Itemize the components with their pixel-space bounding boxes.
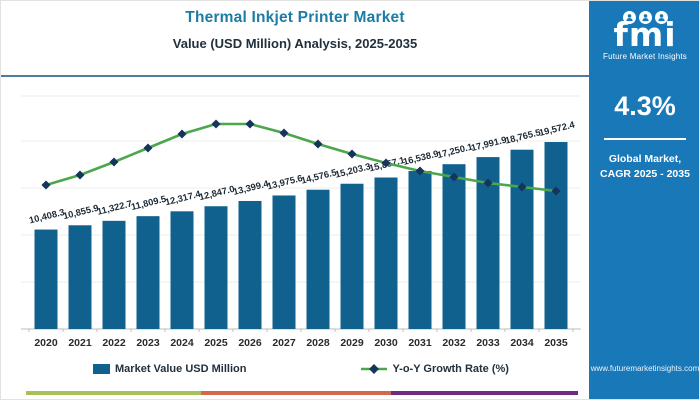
growth-line-marker-2024	[177, 129, 187, 139]
bar-2025	[204, 206, 228, 329]
bar-swatch-icon	[93, 364, 111, 374]
bar-value-label-2032: 17,250.1	[436, 142, 474, 160]
x-axis-label-2028: 2028	[306, 337, 330, 349]
x-axis-label-2024: 2024	[170, 337, 194, 349]
x-axis-label-2022: 2022	[102, 337, 126, 349]
header-divider-line	[1, 75, 589, 77]
chart-title: Thermal Inkjet Printer Market	[185, 9, 405, 26]
x-axis-label-2027: 2027	[272, 337, 296, 349]
bar-2033	[476, 157, 500, 329]
bar-2028	[306, 189, 330, 329]
bar-2024	[170, 211, 194, 329]
legend-label-growth-rate: Y-o-Y Growth Rate (%)	[392, 363, 509, 375]
logo-people-icons	[589, 11, 699, 24]
legend-label-market-value: Market Value USD Million	[115, 363, 247, 375]
x-axis-label-2031: 2031	[408, 337, 432, 349]
footer-color-strip	[26, 391, 578, 395]
logo-person-icon	[622, 11, 636, 24]
bar-2020	[34, 229, 58, 329]
x-axis-label-2033: 2033	[476, 337, 500, 349]
bar-2022	[102, 220, 126, 329]
x-axis-label-2035: 2035	[544, 337, 568, 349]
strip-segment	[26, 391, 201, 395]
bar-value-label-2024: 12,317.4	[164, 189, 202, 208]
x-axis-label-2032: 2032	[442, 337, 466, 349]
strip-segment	[201, 391, 391, 395]
bar-value-label-2020: 10,408.3	[28, 207, 66, 225]
bar-value-label-2022: 11,322.7	[96, 198, 133, 216]
fmi-wordmark: fmi	[613, 15, 677, 54]
bar-2023	[136, 216, 160, 329]
bar-value-label-2035: 19,572.4	[538, 119, 576, 138]
bar-2034	[510, 149, 534, 329]
line-swatch-icon	[361, 364, 388, 374]
x-axis-label-2034: 2034	[510, 337, 534, 349]
x-axis-label-2030: 2030	[374, 337, 398, 349]
fmi-caption: Future Market Insights	[603, 52, 687, 61]
strip-segment	[391, 391, 578, 395]
bar-2035	[544, 142, 568, 329]
cagr-caption-line2: CAGR 2025 - 2035	[600, 168, 690, 180]
yoy-growth-line	[44, 122, 558, 193]
logo-person-icon	[638, 11, 652, 24]
legend-item-market-value: Market Value USD Million	[93, 363, 246, 375]
bar-2029	[340, 183, 364, 329]
bar-value-label-2021: 10,855.9	[62, 203, 100, 221]
chart-subtitle: Value (USD Million) Analysis, 2025-2035	[172, 36, 418, 51]
bar-2032	[442, 164, 466, 329]
header: Thermal Inkjet Printer Market Value (USD…	[1, 1, 589, 51]
bar-2030	[374, 177, 398, 329]
growth-line-marker-2029	[347, 149, 357, 159]
bar-value-label-2025: 12,847.0	[198, 184, 236, 202]
website-url: www.futuremarketinsights.com	[590, 364, 700, 373]
growth-line-marker-2027	[279, 128, 289, 138]
bar-2026	[238, 200, 262, 329]
growth-line-marker-2026	[245, 119, 255, 129]
x-axis-label-2021: 2021	[68, 337, 92, 349]
bar-value-label-2027: 13,975.6	[266, 173, 304, 191]
x-axis-label-2023: 2023	[136, 337, 160, 349]
bar-value-label-2026: 13,399.4	[232, 178, 270, 197]
bar-value-label-2029: 15,203.3	[334, 161, 372, 179]
x-axis-label-2020: 2020	[34, 337, 58, 349]
growth-line-marker-2025	[211, 119, 221, 129]
bar-value-label-2034: 18,765.5	[504, 127, 542, 145]
growth-line-marker-2023	[143, 143, 153, 153]
cagr-value: 4.3%	[614, 91, 676, 121]
legend-item-growth-rate: Y-o-Y Growth Rate (%)	[361, 363, 509, 375]
bar-2021	[68, 225, 92, 329]
growth-line-marker-2028	[313, 139, 323, 149]
cagr-caption-line1: Global Market,	[608, 153, 682, 165]
x-axis-label-2026: 2026	[238, 337, 262, 349]
bar-2031	[408, 170, 432, 329]
bar-2027	[272, 195, 296, 329]
brand-side-panel: fmi Future Market Insights 4.3% Global M…	[589, 1, 700, 399]
bar-value-label-2023: 11,809.5	[130, 194, 167, 212]
panel-divider-line	[604, 138, 686, 140]
growth-line-marker-2022	[109, 157, 119, 167]
chart-legend: Market Value USD Million Y-o-Y Growth Ra…	[19, 363, 583, 375]
x-axis-label-2029: 2029	[340, 337, 364, 349]
growth-line-marker-2021	[75, 170, 85, 180]
bar-value-label-2033: 17,991.9	[470, 135, 508, 153]
bar-value-label-2028: 14,576.5	[300, 167, 338, 185]
logo-person-icon	[654, 11, 668, 24]
bar-line-chart-canvas: 10,408.3 2020 10,855.9 2021 11,322.7 2022 11,8…	[21, 95, 581, 349]
fmi-logo: fmi Future Market Insights	[589, 11, 699, 61]
market-value-chart: 10,408.3 2020 10,855.9 2021 11,322.7 2022 11,8…	[19, 87, 583, 359]
cagr-caption: Global Market, CAGR 2025 - 2035	[589, 152, 699, 182]
bar-value-label-2031: 16,538.9	[402, 148, 440, 166]
x-axis-label-2025: 2025	[204, 337, 228, 349]
